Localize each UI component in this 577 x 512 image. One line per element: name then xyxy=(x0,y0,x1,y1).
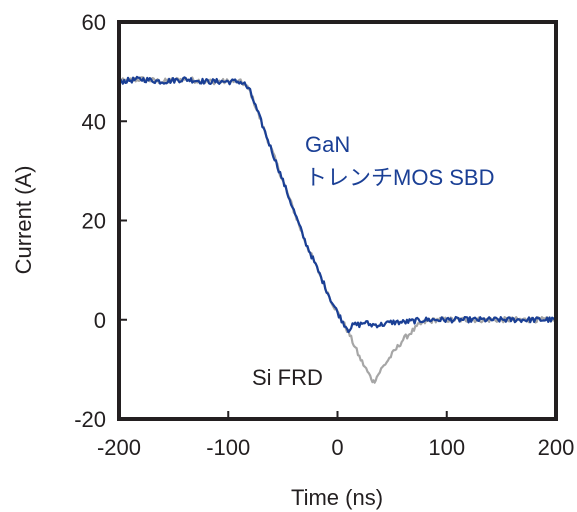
annotation-gan: GaN トレンチMOS SBD xyxy=(305,132,494,190)
plot-lines xyxy=(118,75,557,384)
y-axis: -20 0 20 40 60 xyxy=(74,10,127,432)
x-tick-label: 100 xyxy=(428,435,465,460)
annotation-gan-line-2: トレンチMOS SBD xyxy=(305,165,494,190)
y-tick-label: -20 xyxy=(74,407,106,432)
y-axis-title: Current (A) xyxy=(11,166,36,275)
y-tick-label: 0 xyxy=(94,308,106,333)
annotation-si-frd: Si FRD xyxy=(252,365,323,390)
x-axis-title: Time (ns) xyxy=(291,485,383,510)
x-tick-label: -200 xyxy=(97,435,141,460)
annotation-gan-line-1: GaN xyxy=(305,132,350,157)
y-tick-label: 20 xyxy=(82,209,106,234)
series-line-0 xyxy=(118,76,557,384)
x-tick-label: 0 xyxy=(331,435,343,460)
y-tick-label: 40 xyxy=(82,109,106,134)
plot-frame xyxy=(117,20,558,421)
x-tick-label: -100 xyxy=(206,435,250,460)
x-axis: -200 -100 0 100 200 xyxy=(97,411,574,460)
series-line-1 xyxy=(118,75,557,334)
x-tick-label: 200 xyxy=(538,435,575,460)
y-tick-label: 60 xyxy=(82,10,106,35)
